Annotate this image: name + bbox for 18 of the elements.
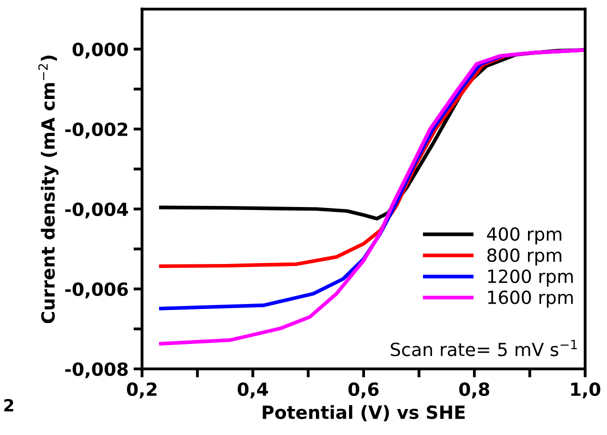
y-tick-label: -0,004 — [65, 202, 128, 218]
legend-label: 800 rpm — [487, 248, 562, 266]
x-tick-label: 0,2 — [126, 382, 156, 398]
x-tick-label: 0,8 — [459, 382, 490, 398]
legend-label: 1600 rpm — [488, 290, 573, 308]
y-tick-label: 0,000 — [72, 42, 128, 59]
x-tick-label: 0,6 — [348, 382, 379, 398]
annotation: Scan rate= 5 mV s$^{−1}$ — [390, 340, 577, 356]
x-tick-label: 1,0 — [571, 382, 600, 398]
legend-label: 400 rpm — [487, 227, 562, 244]
legend-label: 1200 rpm — [488, 269, 573, 287]
text: 2 — [4, 398, 14, 412]
x-tick-label: 0,4 — [238, 382, 268, 398]
y-tick-label: -0,008 — [65, 362, 128, 378]
x-axis-title: Potential (V) vs SHE — [262, 405, 465, 422]
y-tick-label: -0,002 — [65, 122, 128, 138]
y-axis-title: Current density (mA cm$^{−2}$) — [38, 56, 58, 324]
y-tick-label: -0,006 — [65, 282, 128, 298]
